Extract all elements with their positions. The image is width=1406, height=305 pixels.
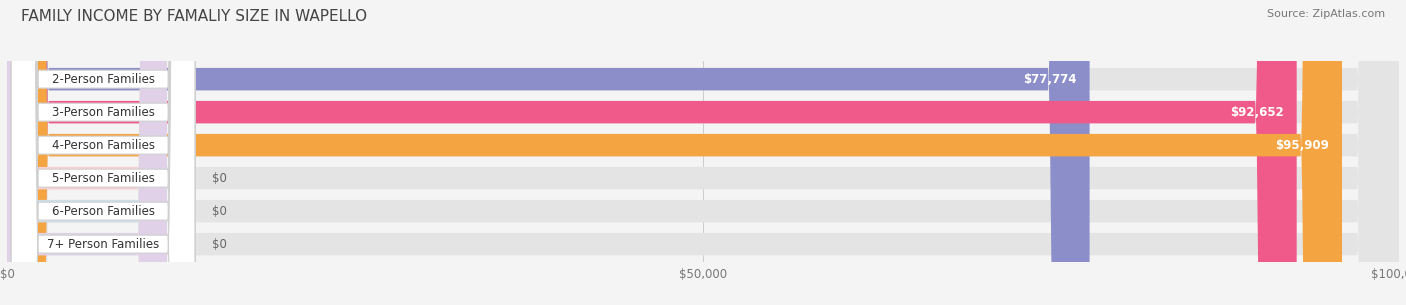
Text: 3-Person Families: 3-Person Families bbox=[52, 106, 155, 119]
Text: $95,909: $95,909 bbox=[1275, 139, 1330, 152]
FancyBboxPatch shape bbox=[7, 0, 1341, 305]
Text: $77,774: $77,774 bbox=[1024, 73, 1077, 86]
FancyBboxPatch shape bbox=[7, 0, 1090, 305]
FancyBboxPatch shape bbox=[7, 0, 167, 305]
Text: $0: $0 bbox=[212, 205, 226, 218]
FancyBboxPatch shape bbox=[11, 0, 195, 305]
FancyBboxPatch shape bbox=[11, 0, 195, 305]
FancyBboxPatch shape bbox=[7, 0, 1399, 305]
FancyBboxPatch shape bbox=[7, 0, 167, 305]
Text: 6-Person Families: 6-Person Families bbox=[52, 205, 155, 218]
Text: 2-Person Families: 2-Person Families bbox=[52, 73, 155, 86]
FancyBboxPatch shape bbox=[11, 0, 195, 305]
FancyBboxPatch shape bbox=[7, 0, 1399, 305]
Text: Source: ZipAtlas.com: Source: ZipAtlas.com bbox=[1267, 9, 1385, 19]
Text: $0: $0 bbox=[212, 238, 226, 251]
Text: FAMILY INCOME BY FAMALIY SIZE IN WAPELLO: FAMILY INCOME BY FAMALIY SIZE IN WAPELLO bbox=[21, 9, 367, 24]
Text: 5-Person Families: 5-Person Families bbox=[52, 172, 155, 185]
FancyBboxPatch shape bbox=[7, 0, 167, 305]
Text: $0: $0 bbox=[212, 172, 226, 185]
FancyBboxPatch shape bbox=[7, 0, 1399, 305]
FancyBboxPatch shape bbox=[7, 0, 1399, 305]
FancyBboxPatch shape bbox=[7, 0, 1399, 305]
Text: 4-Person Families: 4-Person Families bbox=[52, 139, 155, 152]
Text: 7+ Person Families: 7+ Person Families bbox=[46, 238, 159, 251]
Text: $92,652: $92,652 bbox=[1230, 106, 1284, 119]
FancyBboxPatch shape bbox=[11, 0, 195, 305]
FancyBboxPatch shape bbox=[7, 0, 1296, 305]
FancyBboxPatch shape bbox=[11, 0, 195, 305]
FancyBboxPatch shape bbox=[7, 0, 1399, 305]
FancyBboxPatch shape bbox=[11, 0, 195, 305]
